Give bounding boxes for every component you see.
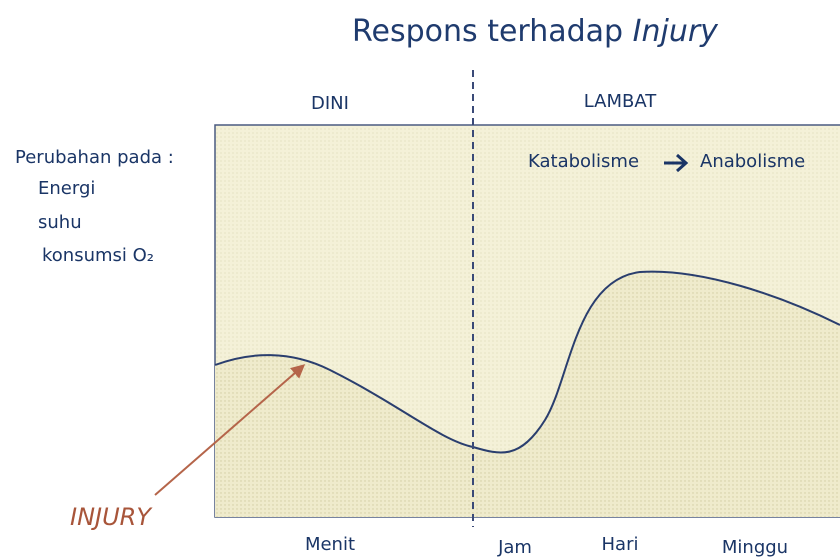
title-emphasis: Injury xyxy=(633,14,720,49)
injury-label: INJURY xyxy=(70,503,153,531)
annotation-arrow xyxy=(664,153,689,173)
y-label-line: Perubahan pada : xyxy=(15,147,174,168)
phase-label: DINI xyxy=(311,93,349,114)
phase-label: LAMBAT xyxy=(584,91,658,112)
curve-area xyxy=(215,271,840,517)
y-label-line: suhu xyxy=(38,212,82,233)
y-label-line: Energi xyxy=(38,178,95,199)
annotation-from: Katabolisme xyxy=(528,151,639,172)
x-label: Hari xyxy=(602,534,639,555)
title: Respons terhadap Injury xyxy=(352,14,719,49)
response-curve xyxy=(214,270,840,454)
injury-arrow xyxy=(154,364,306,496)
x-label: Menit xyxy=(305,534,355,555)
y-label-line: konsumsi O₂ xyxy=(42,245,154,266)
annotation-to: Anabolisme xyxy=(700,151,805,172)
x-label: Jam xyxy=(497,537,532,558)
title-text: Respons terhadap xyxy=(352,14,633,49)
x-label: Minggu xyxy=(722,537,788,558)
